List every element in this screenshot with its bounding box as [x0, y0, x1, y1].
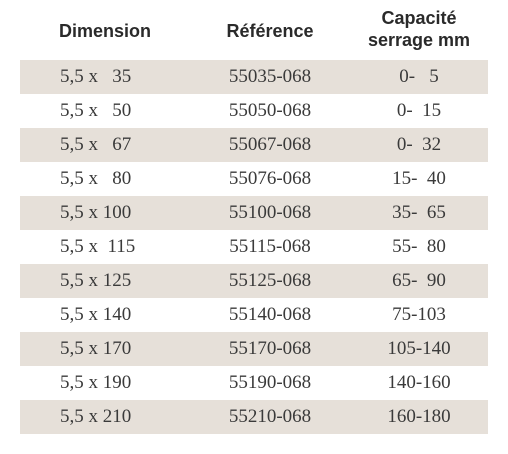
table-row: 5,5 x 35 55035-068 0- 5: [20, 60, 488, 94]
header-capacite-line1: Capacité: [381, 8, 457, 28]
table-row: 5,5 x 125 55125-068 65- 90: [20, 264, 488, 298]
cell-dimension: 5,5 x 80: [60, 168, 132, 189]
table-row: 5,5 x 80 55076-068 15- 40: [20, 162, 488, 196]
table-row: 5,5 x 100 55100-068 35- 65: [20, 196, 488, 230]
table-row: 5,5 x 210 55210-068 160-180: [20, 400, 488, 434]
cell-dimension: 5,5 x 210: [60, 406, 132, 427]
cell-capacite: 0- 15: [396, 100, 442, 121]
header-capacite: Capacité serrage mm: [350, 7, 488, 51]
cell-reference: 55115-068: [229, 236, 311, 257]
cell-reference: 55050-068: [228, 100, 312, 121]
cell-reference: 55140-068: [228, 304, 312, 325]
cell-dimension: 5,5 x 67: [60, 134, 132, 155]
cell-reference: 55076-068: [228, 168, 312, 189]
table-row: 5,5 x 115 55115-068 55- 80: [20, 230, 488, 264]
cell-capacite: 55- 80: [392, 236, 446, 257]
cell-dimension: 5,5 x 35: [60, 66, 132, 87]
header-dimension: Dimension: [58, 21, 151, 41]
cell-dimension: 5,5 x 125: [60, 270, 132, 291]
cell-capacite: 65- 90: [392, 270, 446, 291]
cell-capacite: 0- 5: [399, 66, 439, 87]
cell-capacite: 75-103: [392, 304, 446, 325]
table-row: 5,5 x 67 55067-068 0- 32: [20, 128, 488, 162]
table-row: 5,5 x 50 55050-068 0- 15: [20, 94, 488, 128]
cell-dimension: 5,5 x 100: [60, 202, 132, 223]
cell-reference: 55067-068: [228, 134, 312, 155]
cell-dimension: 5,5 x 50: [60, 100, 132, 121]
cell-capacite: 35- 65: [392, 202, 446, 223]
header-reference: Référence: [226, 21, 314, 41]
header-capacite-line2: serrage mm: [367, 30, 471, 50]
cell-reference: 55035-068: [228, 66, 312, 87]
cell-capacite: 15- 40: [392, 168, 446, 189]
cell-reference: 55170-068: [228, 338, 312, 359]
cell-dimension: 5,5 x 190: [60, 372, 132, 393]
cell-capacite: 0- 32: [396, 134, 442, 155]
cell-capacite: 105-140: [387, 338, 451, 359]
product-table: Dimension Référence Capacité serrage mm …: [20, 0, 488, 434]
cell-dimension: 5,5 x 140: [60, 304, 132, 325]
cell-dimension: 5,5 x 170: [60, 338, 132, 359]
cell-reference: 55190-068: [228, 372, 312, 393]
cell-capacite: 160-180: [387, 406, 451, 427]
table-row: 5,5 x 170 55170-068 105-140: [20, 332, 488, 366]
cell-reference: 55125-068: [228, 270, 312, 291]
table-row: 5,5 x 190 55190-068 140-160: [20, 366, 488, 400]
cell-reference: 55100-068: [228, 202, 312, 223]
cell-reference: 55210-068: [228, 406, 312, 427]
cell-dimension: 5,5 x 115: [60, 236, 136, 257]
table-header: Dimension Référence Capacité serrage mm: [20, 0, 488, 60]
table-row: 5,5 x 140 55140-068 75-103: [20, 298, 488, 332]
cell-capacite: 140-160: [387, 372, 451, 393]
